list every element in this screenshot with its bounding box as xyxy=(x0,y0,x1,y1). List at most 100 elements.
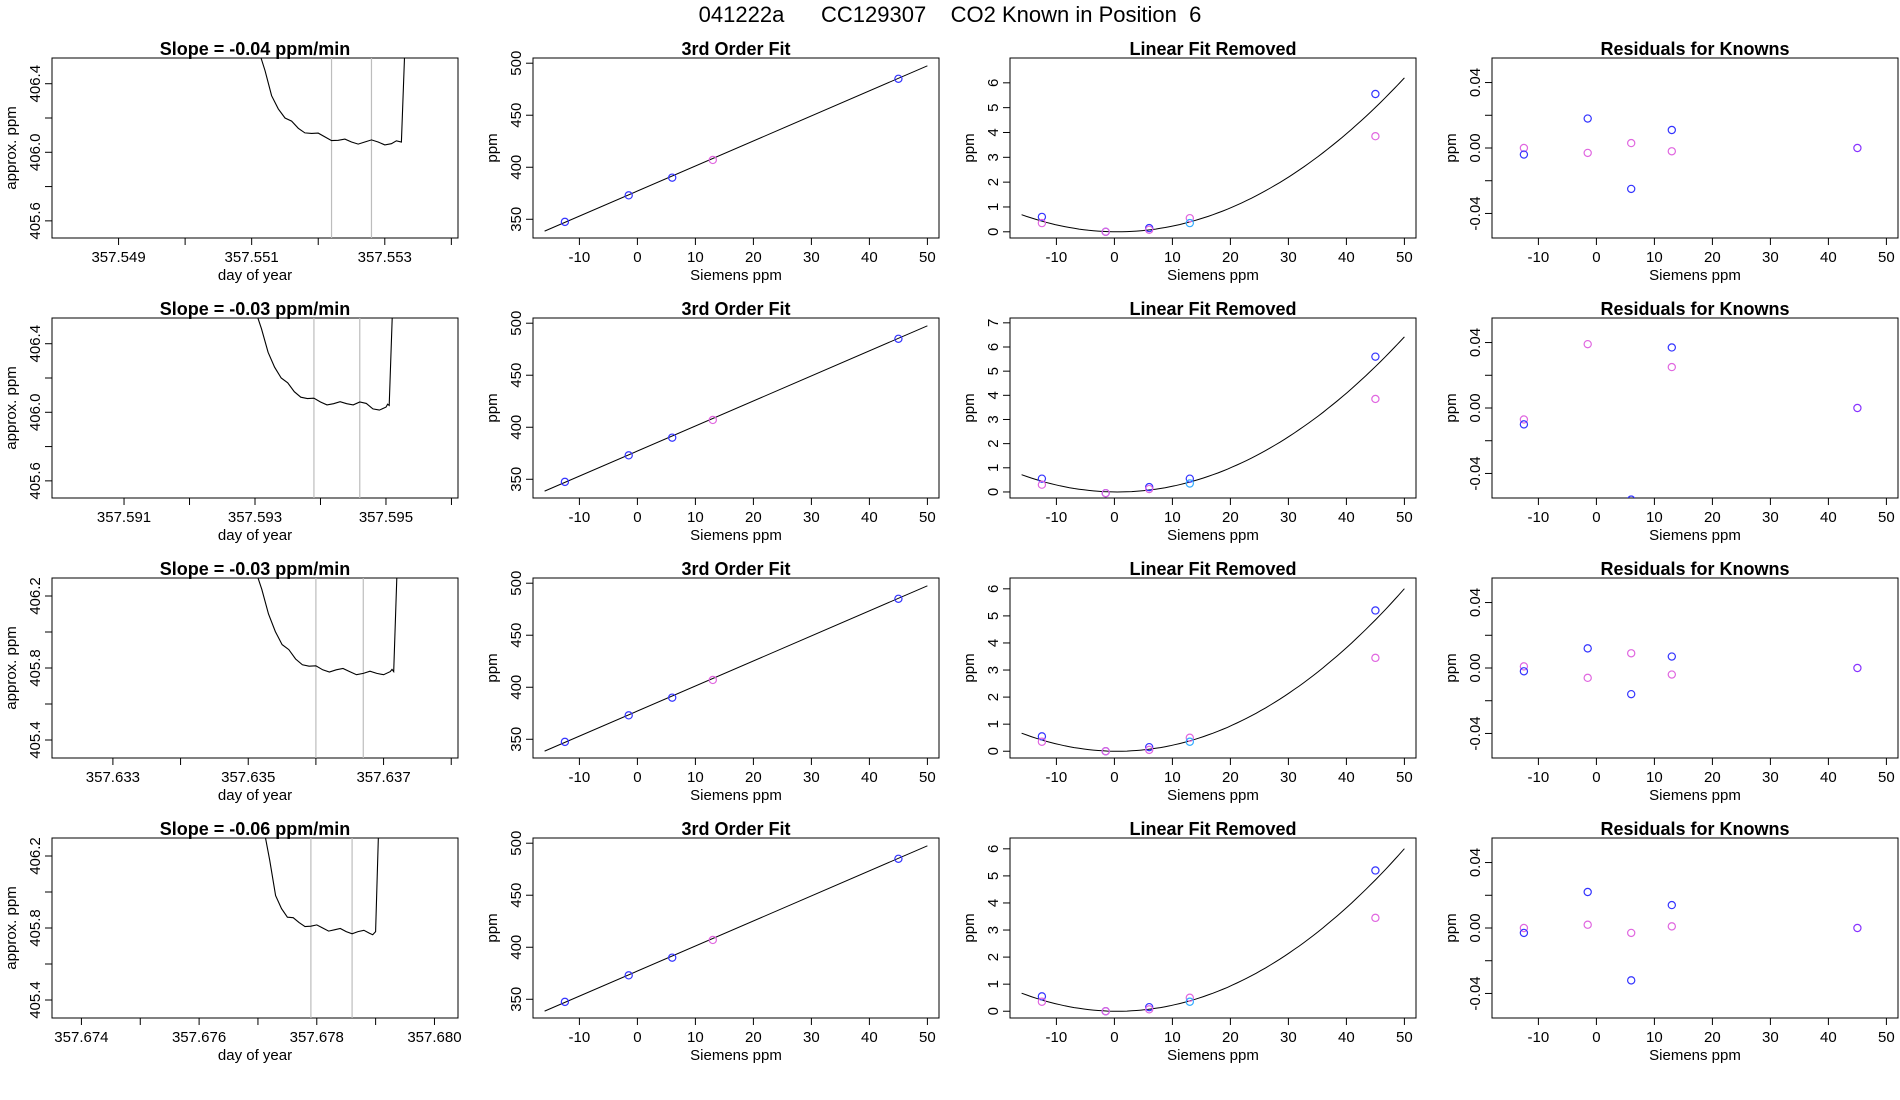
panel-fit-row-1: 3rd Order Fit -10 0 10 20 30 40 50 350 400 450 500 S… xyxy=(484,39,940,284)
x-axis-label: Siemens ppm xyxy=(1649,787,1741,804)
data-point xyxy=(1583,339,1592,349)
x-tick-label: -10 xyxy=(1046,249,1068,266)
x-tick-label: -10 xyxy=(569,1029,591,1046)
x-tick-label: 357.551 xyxy=(225,249,279,266)
fit-line xyxy=(544,325,928,492)
fit-line xyxy=(544,65,928,232)
y-tick-label: 6 xyxy=(985,343,1002,351)
x-tick-label: 10 xyxy=(1164,769,1181,786)
x-axis-label: Siemens ppm xyxy=(690,1047,782,1064)
y-tick-label: 500 xyxy=(508,571,525,596)
x-tick-label: 10 xyxy=(1164,1029,1181,1046)
y-axis-label: approx. ppm xyxy=(3,106,20,189)
quadratic-curve xyxy=(1021,336,1405,493)
plot-area xyxy=(544,585,928,752)
x-tick-label: 30 xyxy=(803,1029,820,1046)
data-point xyxy=(1037,997,1047,1006)
data-point xyxy=(1626,976,1636,985)
ppm-trace xyxy=(260,58,406,146)
y-axis-label: ppm xyxy=(484,913,501,942)
y-tick-label: 406.4 xyxy=(27,65,44,103)
y-tick-label: 0.04 xyxy=(1467,328,1484,357)
plot-frame xyxy=(1491,317,1899,499)
panel-linear-row-1: Linear Fit Removed -10 0 10 20 30 40 50 0 1 2 3 4 5 6 S… xyxy=(961,39,1417,284)
data-point xyxy=(1853,403,1862,413)
panel-slope-row-4: Slope = -0.06 ppm/min 357.674 357.676 357.6… xyxy=(3,819,462,1064)
y-tick-label: 0 xyxy=(985,228,1002,236)
y-axis-label: approx. ppm xyxy=(3,886,20,969)
plot-frame xyxy=(51,57,459,239)
panel-resid-row-3: Residuals for Knowns -10 0 10 20 30 40 50 -0.04 0… xyxy=(1443,559,1899,804)
y-axis-label: ppm xyxy=(961,653,978,682)
plot-area xyxy=(1021,77,1405,236)
x-tick-label: 20 xyxy=(745,509,762,526)
y-tick-label: 2 xyxy=(985,439,1002,447)
plot-area xyxy=(544,845,928,1012)
x-tick-label: -10 xyxy=(1528,509,1550,526)
x-tick-label: 40 xyxy=(1338,509,1355,526)
panel-resid-row-2: Residuals for Knowns -10 0 10 20 30 40 50 -0.04 0… xyxy=(1443,299,1899,544)
panel-resid-row-1: Residuals for Knowns -10 0 10 20 30 40 50 -0.04 0… xyxy=(1443,39,1899,284)
y-tick-label: 7 xyxy=(985,319,1002,327)
data-point xyxy=(708,935,718,945)
data-point xyxy=(624,971,633,980)
panel-slope-row-2: Slope = -0.03 ppm/min 357.591 357.593 357.5… xyxy=(3,299,459,544)
y-tick-label: 0 xyxy=(985,488,1002,496)
data-point xyxy=(1583,887,1592,897)
x-tick-label: 357.591 xyxy=(97,509,151,526)
y-tick-label: 4 xyxy=(985,391,1002,399)
y-tick-label: 406.0 xyxy=(27,394,44,432)
x-axis-label: day of year xyxy=(218,267,292,284)
x-axis-label: Siemens ppm xyxy=(1649,267,1741,284)
plot-frame xyxy=(1009,57,1417,239)
y-tick-label: -0.04 xyxy=(1467,196,1484,230)
data-point xyxy=(1371,866,1380,875)
data-point xyxy=(1583,114,1592,123)
x-tick-label: 10 xyxy=(687,1029,704,1046)
x-tick-label: 357.678 xyxy=(290,1029,344,1046)
y-tick-label: 406.4 xyxy=(27,325,44,363)
data-point xyxy=(1185,218,1195,228)
data-point xyxy=(1667,652,1677,661)
y-tick-label: 500 xyxy=(508,831,525,856)
y-axis-label: ppm xyxy=(1443,653,1460,682)
data-point xyxy=(1667,900,1677,910)
x-tick-label: -10 xyxy=(569,509,591,526)
x-tick-label: -10 xyxy=(1046,1029,1068,1046)
x-tick-label: 50 xyxy=(1396,769,1413,786)
y-tick-label: 3 xyxy=(985,153,1002,161)
y-tick-label: 5 xyxy=(985,367,1002,375)
data-point xyxy=(1519,662,1529,671)
x-tick-label: 50 xyxy=(1396,509,1413,526)
x-tick-label: 0 xyxy=(633,769,641,786)
data-point xyxy=(1144,484,1154,494)
panel-title: 3rd Order Fit xyxy=(681,559,790,579)
data-point xyxy=(624,711,633,720)
y-tick-label: 500 xyxy=(508,51,525,76)
x-tick-label: 40 xyxy=(861,509,878,526)
y-tick-label: 4 xyxy=(985,899,1002,907)
x-tick-label: 357.553 xyxy=(358,249,412,266)
y-tick-label: 405.8 xyxy=(27,909,44,947)
data-point xyxy=(1101,747,1110,756)
data-point xyxy=(1037,218,1047,228)
data-point xyxy=(1371,89,1380,99)
x-tick-label: 357.549 xyxy=(91,249,145,266)
data-point xyxy=(1519,415,1529,424)
y-tick-label: 0.00 xyxy=(1467,653,1484,682)
x-tick-label: 10 xyxy=(1164,249,1181,266)
data-point xyxy=(1371,394,1380,404)
x-axis-label: day of year xyxy=(218,787,292,804)
y-axis-label: approx. ppm xyxy=(3,626,20,709)
panel-title: Slope = -0.04 ppm/min xyxy=(160,39,351,59)
x-tick-label: 40 xyxy=(861,249,878,266)
data-point xyxy=(1519,150,1529,159)
x-axis-label: Siemens ppm xyxy=(1167,1047,1259,1064)
data-point xyxy=(1626,184,1636,194)
data-point xyxy=(1583,644,1592,653)
y-tick-label: 405.6 xyxy=(27,202,44,240)
data-point xyxy=(1853,663,1862,673)
x-tick-label: 20 xyxy=(1704,769,1721,786)
data-point xyxy=(1583,920,1592,929)
x-tick-label: 30 xyxy=(803,509,820,526)
